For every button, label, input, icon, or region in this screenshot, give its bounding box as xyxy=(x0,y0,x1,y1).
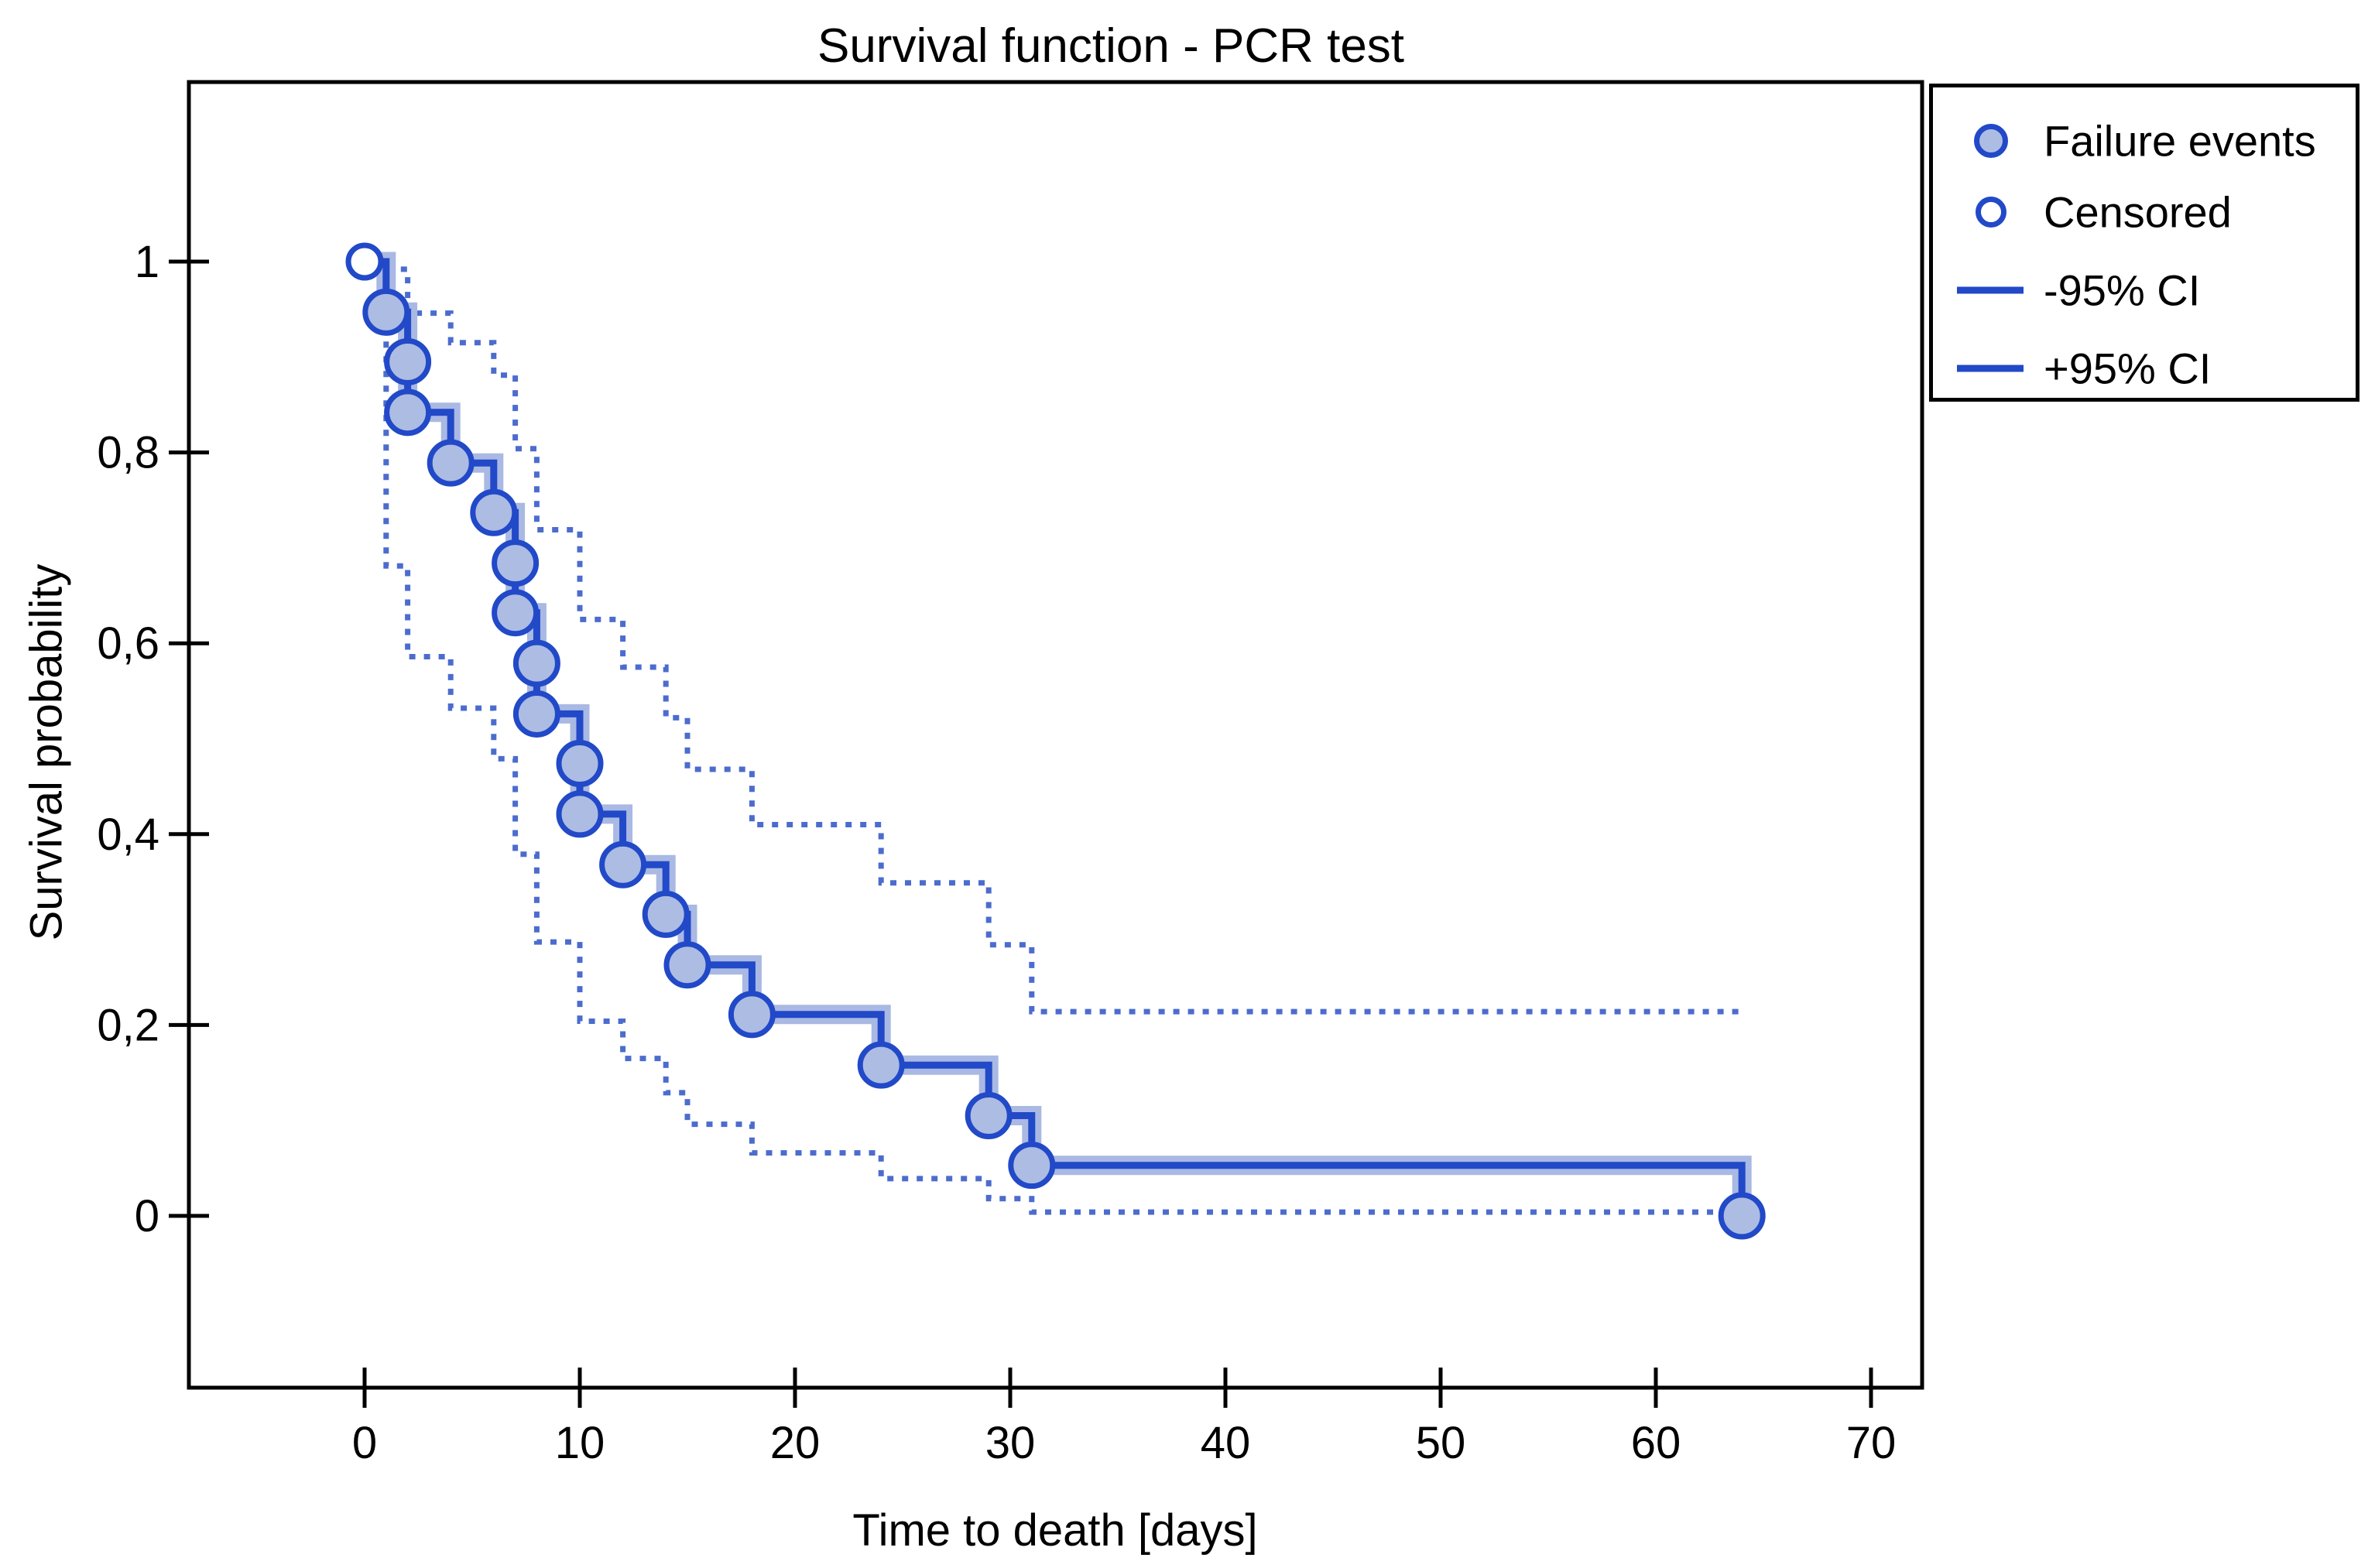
failure-event-marker xyxy=(512,690,560,738)
ci-line-icon xyxy=(1957,286,2024,294)
x-axis-ticks: 0 10 20 30 40 50 60 70 xyxy=(352,1368,1896,1468)
x-tick-label: 70 xyxy=(1846,1418,1897,1468)
censored-marker xyxy=(345,242,384,281)
x-tick-label: 40 xyxy=(1201,1418,1251,1468)
x-tick-label: 10 xyxy=(555,1418,605,1468)
survival-step-line xyxy=(365,258,1746,1216)
legend: Failure events Censored -95% CI +95% CI xyxy=(1929,84,2359,402)
failure-event-marker xyxy=(512,639,560,687)
failure-event-marker xyxy=(384,389,432,437)
failure-event-marker xyxy=(556,790,604,838)
legend-label: -95% CI xyxy=(2044,265,2201,315)
failure-event-marker xyxy=(492,589,540,637)
y-tick-label: 0 xyxy=(135,1191,159,1241)
failure-event-marker xyxy=(599,840,647,888)
y-tick-label: 0,4 xyxy=(97,810,159,860)
survival-step-halo xyxy=(365,252,1752,1216)
upper-ci-line xyxy=(386,266,1743,1015)
x-tick-label: 20 xyxy=(770,1418,821,1468)
x-tick-label: 0 xyxy=(352,1418,377,1468)
y-tick-label: 0,2 xyxy=(97,1000,159,1050)
y-axis-ticks: 1 0,8 0,6 0,4 0,2 0 xyxy=(97,237,209,1241)
y-tick-label: 0,6 xyxy=(97,618,159,669)
ci-line-icon xyxy=(1957,365,2024,372)
failure-event-marker xyxy=(470,488,518,536)
failure-event-marker xyxy=(857,1041,905,1089)
x-axis-title: Time to death [days] xyxy=(852,1505,1258,1556)
failure-event-marker xyxy=(492,539,540,587)
plot-frame xyxy=(187,80,1924,1390)
legend-label: Failure events xyxy=(2044,116,2316,166)
failure-event-marker xyxy=(362,288,410,336)
filled-circle-icon xyxy=(1974,124,2008,158)
failure-event-marker xyxy=(1008,1142,1056,1190)
y-tick-label: 1 xyxy=(135,237,159,287)
x-tick-label: 50 xyxy=(1416,1418,1466,1468)
chart-title: Survival function - PCR test xyxy=(817,19,1405,73)
lower-ci-line xyxy=(383,312,1743,1215)
y-tick-label: 0,8 xyxy=(97,428,159,478)
y-axis-title: Survival probability xyxy=(21,563,72,941)
failure-event-marker xyxy=(642,890,690,938)
failure-event-marker xyxy=(384,337,432,385)
legend-label: Censored xyxy=(2044,187,2232,237)
failure-event-marker xyxy=(427,439,475,487)
open-circle-icon xyxy=(1976,197,2006,228)
legend-label: +95% CI xyxy=(2044,344,2212,393)
failure-event-marker xyxy=(663,941,711,989)
x-tick-label: 60 xyxy=(1631,1418,1681,1468)
failure-event-marker xyxy=(728,991,776,1039)
failure-event-marker xyxy=(556,740,604,788)
x-tick-label: 30 xyxy=(985,1418,1036,1468)
failure-event-marker xyxy=(1718,1192,1766,1240)
failure-event-marker xyxy=(965,1092,1013,1140)
failure-event-markers xyxy=(362,288,1766,1240)
